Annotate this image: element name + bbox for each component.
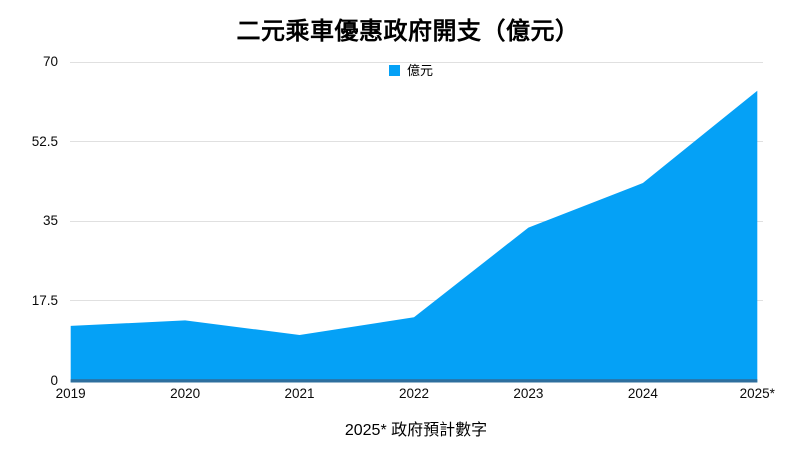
y-axis-tick-label: 35 xyxy=(42,213,58,229)
y-axis-tick-label: 52.5 xyxy=(31,133,58,149)
gridline xyxy=(69,220,763,222)
x-axis-tick-label: 2025* xyxy=(739,386,775,401)
x-axis-tick-label: 2020 xyxy=(170,386,201,401)
x-axis-tick-label: 2022 xyxy=(398,386,430,401)
legend-swatch-icon xyxy=(389,65,400,76)
x-axis-line xyxy=(70,379,758,383)
gridline xyxy=(69,300,763,302)
gridline xyxy=(69,61,763,63)
y-axis-tick-label: 17.5 xyxy=(31,292,58,308)
x-axis-tick-label: 2023 xyxy=(513,386,544,401)
gridline xyxy=(69,141,763,143)
y-axis-tick-label: 0 xyxy=(50,372,58,388)
chart-title: 二元乘車優惠政府開支（億元） xyxy=(236,18,580,45)
x-axis-tick-label: 2019 xyxy=(55,386,86,401)
area-polygon xyxy=(70,90,758,383)
footnote: 2025* 政府預計數字 xyxy=(344,422,488,439)
y-axis-tick-label: 70 xyxy=(42,54,58,69)
legend-label: 億元 xyxy=(407,63,434,78)
x-axis-tick-label: 2021 xyxy=(284,386,315,401)
x-axis-tick-label: 2024 xyxy=(627,386,658,401)
legend: 億元 xyxy=(389,64,433,77)
